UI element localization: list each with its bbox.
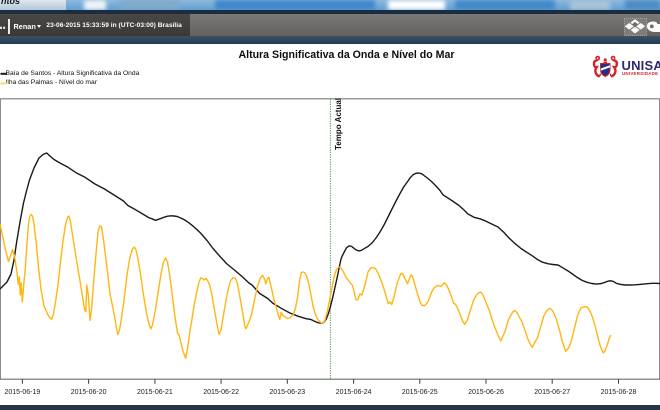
svg-text:2015-06-21: 2015-06-21 bbox=[137, 389, 173, 396]
svg-text:2015-06-23: 2015-06-23 bbox=[269, 389, 305, 396]
svg-text:2015-06-19: 2015-06-19 bbox=[4, 389, 40, 396]
svg-text:2015-06-24: 2015-06-24 bbox=[336, 389, 372, 396]
svg-text:2015-06-22: 2015-06-22 bbox=[203, 389, 239, 396]
svg-text:2015-06-28: 2015-06-28 bbox=[601, 389, 637, 396]
svg-text:2015-06-26: 2015-06-26 bbox=[468, 389, 504, 396]
svg-text:2015-06-27: 2015-06-27 bbox=[534, 389, 570, 396]
svg-text:Tempo Actual: Tempo Actual bbox=[334, 98, 343, 150]
svg-text:2015-06-25: 2015-06-25 bbox=[402, 389, 438, 396]
svg-text:2015-06-20: 2015-06-20 bbox=[71, 389, 107, 396]
